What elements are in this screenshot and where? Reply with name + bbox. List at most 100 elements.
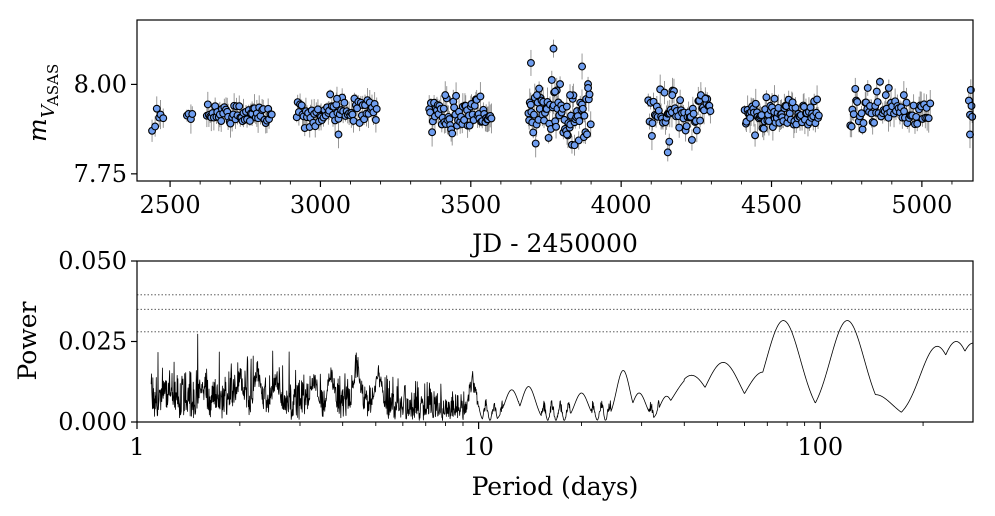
- data-point: [570, 141, 579, 150]
- data-point: [668, 91, 677, 100]
- data-point: [340, 98, 349, 107]
- light-curve-y-axis-label: m V ASAS: [23, 64, 62, 142]
- data-point: [348, 110, 357, 119]
- data-point: [665, 137, 674, 146]
- data-point: [563, 130, 571, 139]
- data-point: [689, 109, 698, 118]
- data-point: [544, 133, 553, 142]
- periodogram-x-axis-label: Period (days): [472, 472, 639, 501]
- y-tick-label: 0.000: [58, 408, 127, 436]
- data-point: [297, 101, 306, 110]
- data-point: [551, 87, 559, 96]
- data-point: [547, 76, 556, 84]
- x-tick-label: 5000: [891, 191, 952, 219]
- data-point: [267, 110, 276, 119]
- data-point: [692, 126, 701, 135]
- data-point: [900, 107, 908, 116]
- data-point: [529, 128, 538, 137]
- data-point: [151, 122, 160, 131]
- data-point: [813, 95, 822, 104]
- data-point: [814, 111, 823, 120]
- data-point: [788, 98, 797, 107]
- data-point: [452, 91, 461, 100]
- data-point: [487, 114, 496, 123]
- light-curve-y-ticks: 7.75 8.00: [74, 70, 137, 188]
- data-point: [701, 94, 710, 103]
- data-point: [531, 139, 540, 148]
- data-point: [217, 117, 226, 125]
- data-point: [580, 111, 589, 120]
- x-tick-label: 1: [129, 433, 144, 461]
- data-point: [902, 98, 911, 107]
- data-point: [647, 131, 656, 140]
- periodogram-x-ticks: 1 10 100: [129, 422, 924, 461]
- periodogram-y-axis-label: Power: [13, 301, 42, 380]
- data-point: [884, 84, 893, 92]
- data-point: [552, 122, 560, 131]
- data-point: [682, 122, 691, 131]
- data-point: [562, 102, 571, 111]
- x-tick-label: 3500: [440, 191, 501, 219]
- data-point: [441, 91, 450, 100]
- y-tick-label: 8.00: [74, 70, 127, 98]
- data-point: [648, 119, 657, 128]
- data-point: [663, 148, 672, 157]
- data-point: [535, 84, 544, 93]
- data-point: [967, 101, 976, 110]
- data-point: [575, 117, 584, 126]
- data-point: [584, 84, 593, 92]
- data-point: [759, 124, 768, 133]
- data-point: [875, 77, 884, 86]
- data-point: [152, 104, 161, 113]
- data-point: [313, 105, 322, 114]
- data-point: [159, 114, 168, 123]
- data-point: [913, 119, 922, 128]
- data-point: [439, 104, 448, 113]
- x-tick-label: 3000: [290, 191, 351, 219]
- data-point: [549, 44, 558, 53]
- data-point: [762, 93, 771, 102]
- x-tick-label: 4000: [591, 191, 652, 219]
- data-point: [585, 90, 594, 99]
- light-curve-error-bars: [151, 39, 973, 162]
- light-curve-y-label-main: m: [23, 118, 52, 142]
- data-point: [751, 99, 760, 108]
- data-point: [675, 123, 684, 132]
- x-tick-label: 100: [797, 433, 843, 461]
- data-point: [847, 122, 856, 131]
- data-point: [899, 91, 908, 100]
- data-point: [676, 96, 685, 105]
- data-point: [863, 84, 872, 92]
- light-curve-panel: 2500 3000 3500 4000 4500 5000 7.75 8.00 JD - 2…: [23, 19, 977, 258]
- y-tick-label: 0.025: [58, 328, 127, 356]
- data-point: [586, 120, 595, 129]
- data-point: [770, 94, 779, 103]
- data-point: [526, 100, 535, 109]
- data-point: [853, 97, 862, 106]
- data-point: [533, 91, 541, 100]
- data-point: [696, 116, 705, 125]
- data-point: [660, 88, 669, 97]
- y-tick-label: 0.050: [58, 247, 127, 275]
- data-point: [872, 87, 881, 96]
- periodogram-panel: 1 10 100 0.000 0.025 0.050 Period (days) Pow…: [13, 247, 974, 501]
- y-tick-label: 7.75: [74, 160, 127, 188]
- periodogram-line: [150, 320, 974, 421]
- data-point: [526, 58, 535, 67]
- data-point: [556, 80, 565, 89]
- data-point: [912, 112, 921, 121]
- data-point: [870, 118, 878, 127]
- light-curve-y-label-subsub: ASAS: [44, 64, 62, 107]
- data-point: [751, 131, 760, 140]
- data-point: [566, 91, 574, 100]
- periodogram-y-ticks: 0.000 0.025 0.050: [58, 247, 137, 436]
- data-point: [371, 115, 380, 124]
- data-point: [968, 112, 977, 121]
- data-point: [687, 135, 696, 144]
- data-point: [583, 130, 591, 139]
- light-curve-axes-frame: [136, 19, 974, 182]
- data-point: [333, 94, 341, 103]
- data-point: [578, 62, 587, 71]
- data-point: [881, 91, 890, 100]
- data-point: [851, 84, 860, 93]
